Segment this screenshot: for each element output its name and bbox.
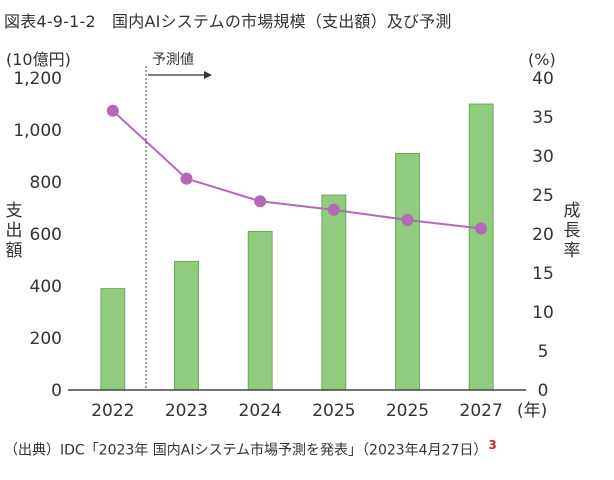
source-text: （出典）IDC「2023年 国内AIシステム市場予測を発表」（2023年4月27… xyxy=(4,442,488,459)
left-tick-label: 800 xyxy=(30,173,62,193)
right-tick-label: 35 xyxy=(532,108,554,128)
growth-line-layer xyxy=(106,104,488,235)
right-tick-label: 20 xyxy=(532,225,554,245)
x-tick-label: 2024 xyxy=(239,401,282,421)
right-tick-label: 25 xyxy=(532,186,554,206)
bar xyxy=(247,230,273,391)
bars xyxy=(100,103,494,391)
right-tick-label: 0 xyxy=(538,381,549,401)
x-axis-ticks: 2022 2023 2024 2025 2025 2027 xyxy=(91,401,503,421)
right-axis-label: 成長率 xyxy=(564,201,581,261)
right-tick-label: 10 xyxy=(532,303,554,323)
right-tick-label: 30 xyxy=(532,147,554,167)
growth-point xyxy=(327,203,340,216)
right-tick-label: 5 xyxy=(538,342,549,362)
left-tick-label: 400 xyxy=(30,277,62,297)
bar xyxy=(395,152,420,391)
x-tick-label: 2025 xyxy=(386,401,429,421)
left-tick-label: 1,000 xyxy=(13,121,62,141)
left-tick-label: 0 xyxy=(51,381,62,401)
left-tick-label: 200 xyxy=(30,329,62,349)
x-tick-label: 2023 xyxy=(165,401,208,421)
bar xyxy=(321,194,347,391)
right-axis-ticks: 0 5 10 15 20 25 30 35 40 xyxy=(532,69,554,401)
source-ref: 3 xyxy=(488,438,497,452)
bar xyxy=(468,103,494,391)
growth-point xyxy=(106,104,119,117)
growth-point xyxy=(254,195,267,208)
source-note: （出典）IDC「2023年 国内AIシステム市場予測を発表」（2023年4月27… xyxy=(4,438,497,460)
right-tick-label: 15 xyxy=(532,264,554,284)
x-tick-label: 2027 xyxy=(460,401,503,421)
left-tick-label: 1,200 xyxy=(13,69,62,89)
x-tick-label: 2022 xyxy=(91,401,134,421)
chart-title: 図表4-9-1-2 国内AIシステムの市場規模（支出額）及び予測 xyxy=(4,12,452,31)
bar xyxy=(174,260,199,391)
left-axis-unit: (10億円) xyxy=(6,50,71,69)
growth-point xyxy=(401,213,414,226)
growth-point xyxy=(475,222,488,235)
left-tick-label: 600 xyxy=(30,225,62,245)
growth-line xyxy=(112,110,482,230)
forecast-arrow-head xyxy=(204,71,212,79)
left-axis-ticks: 0 200 400 600 800 1,000 1,200 xyxy=(13,69,62,401)
bar xyxy=(100,288,126,391)
growth-point xyxy=(180,172,193,185)
right-axis-unit: (%) xyxy=(528,50,556,69)
right-tick-label: 40 xyxy=(532,69,554,89)
forecast-label: 予測値 xyxy=(152,52,194,68)
x-axis-unit: (年) xyxy=(517,401,547,421)
left-axis-label: 支出額 xyxy=(6,201,23,261)
x-tick-label: 2025 xyxy=(312,401,355,421)
